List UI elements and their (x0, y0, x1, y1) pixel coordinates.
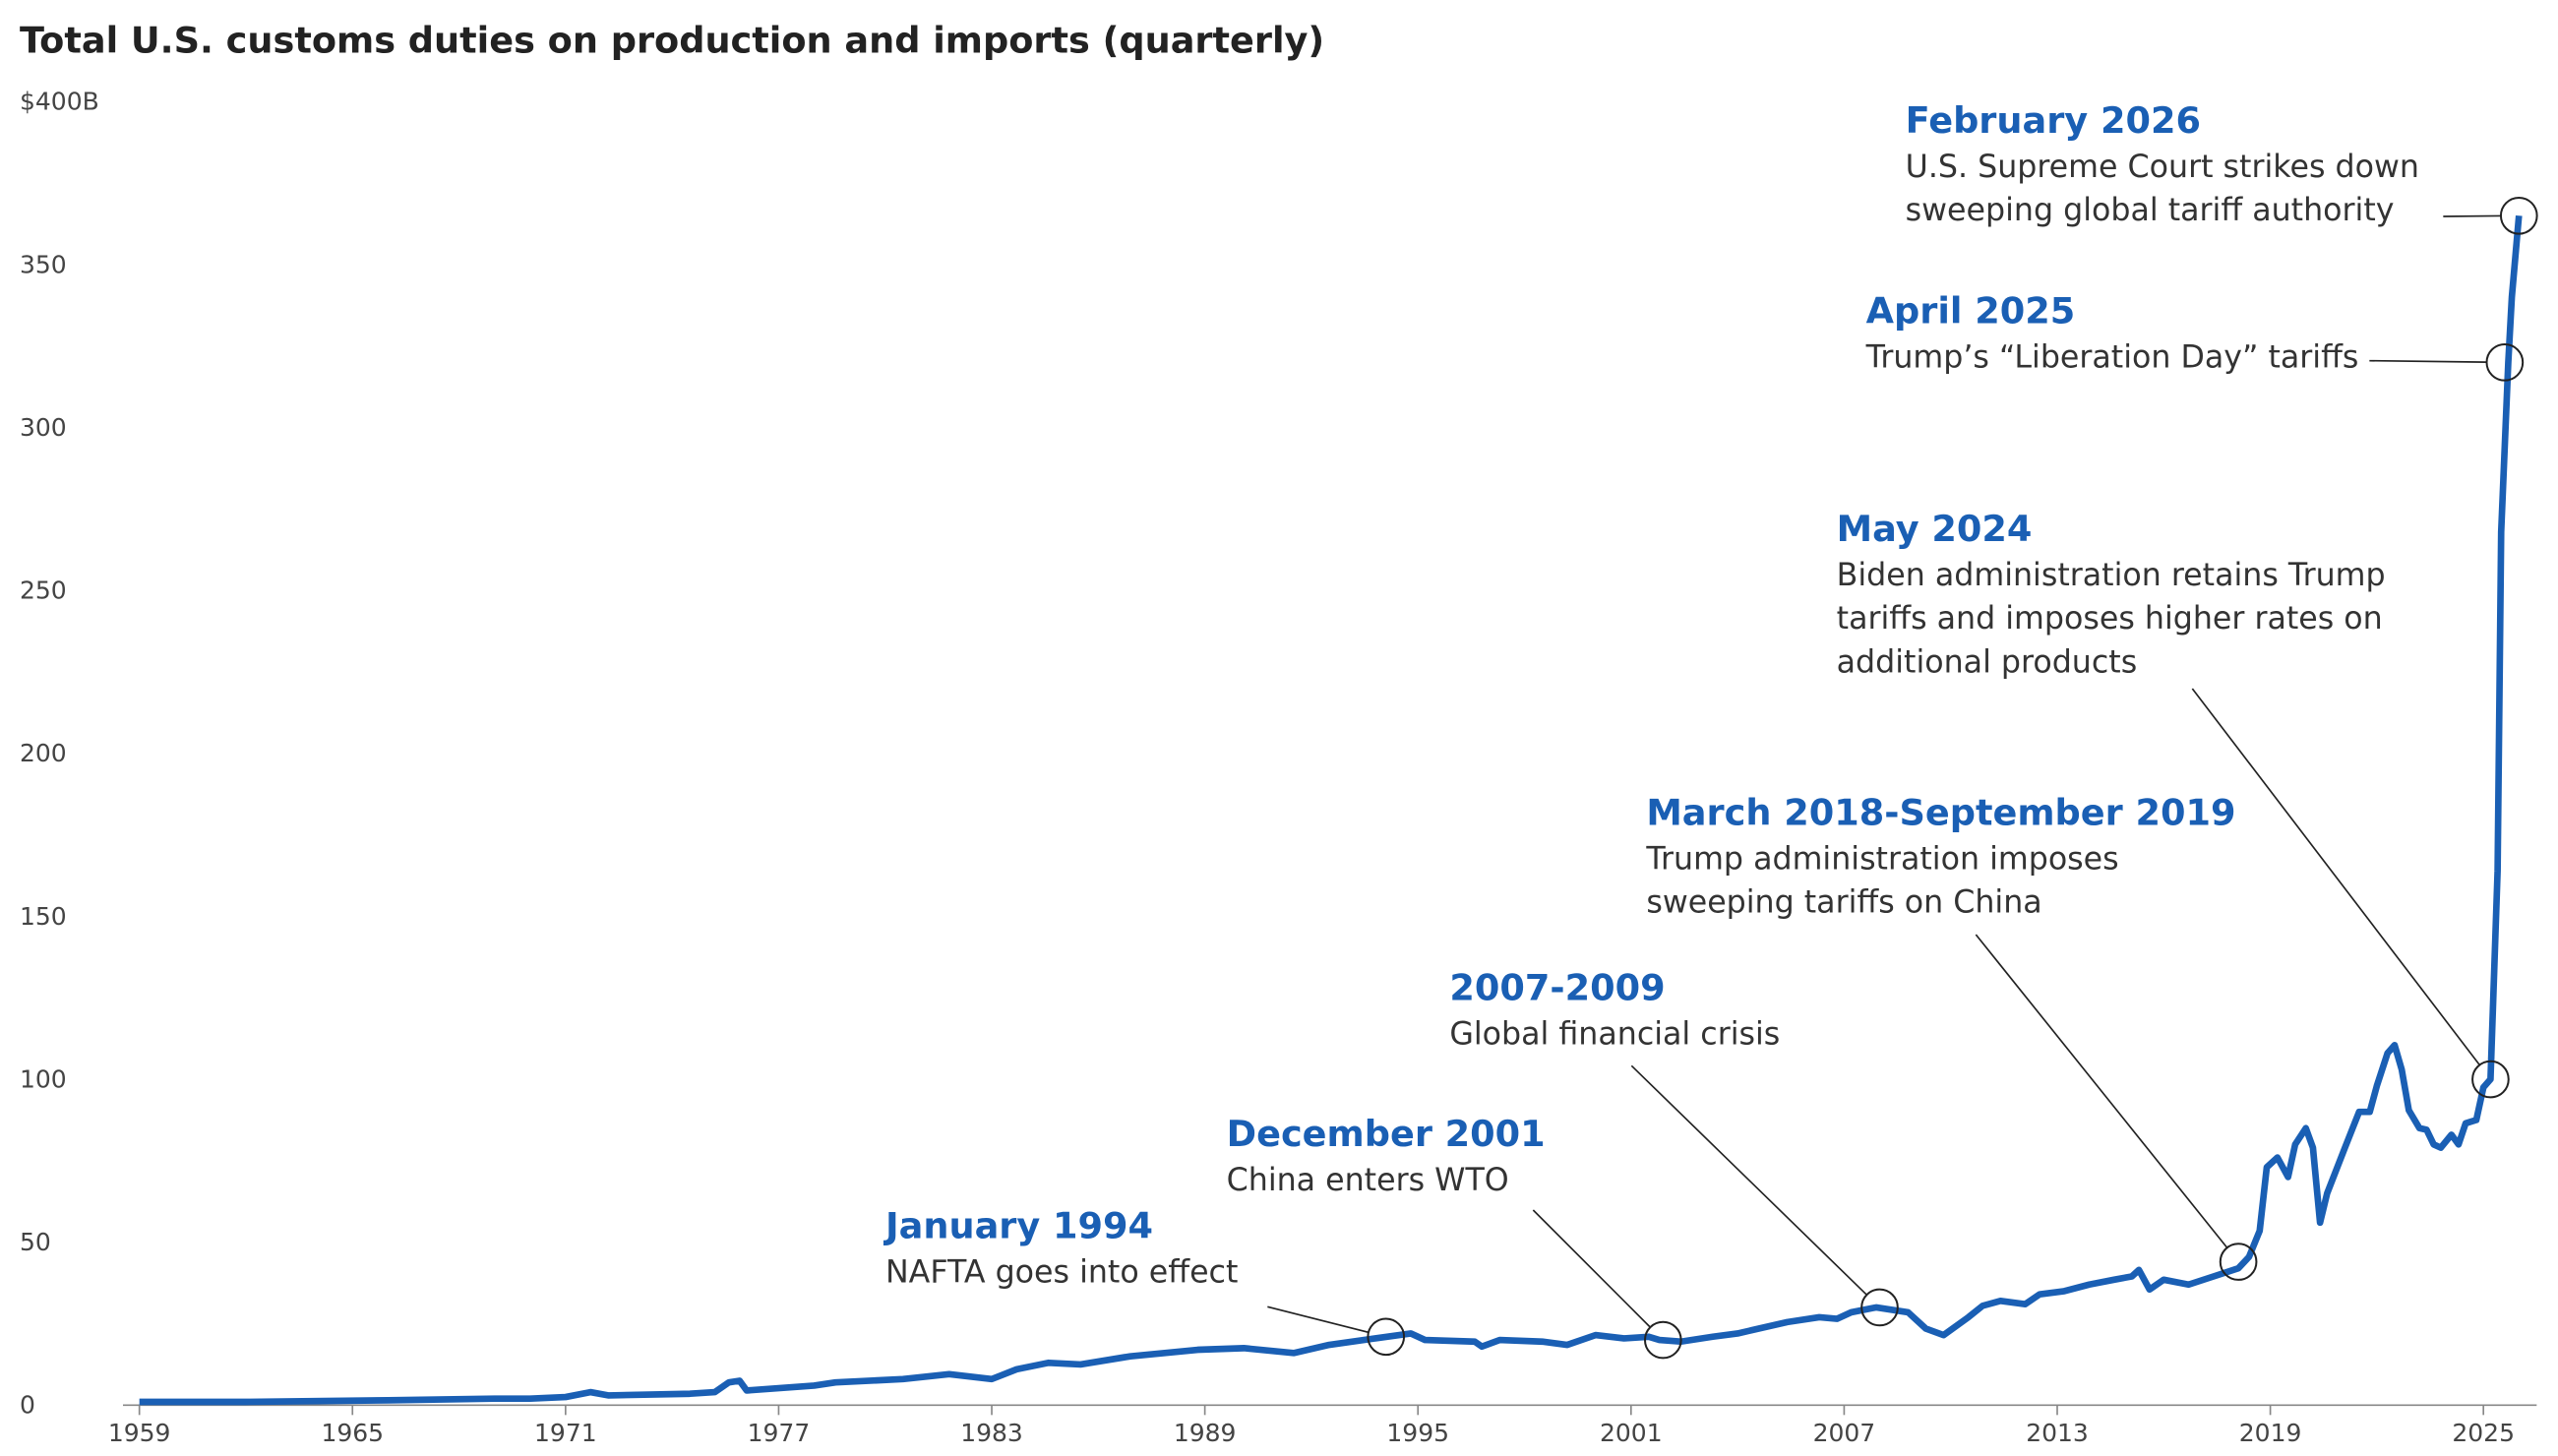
annotation-text: NAFTA goes into effect (885, 1254, 1238, 1290)
annotation-marker (2499, 196, 2538, 235)
annotation-marker (2471, 1060, 2510, 1099)
annotation-title: 2007-2009 (1449, 967, 1665, 1009)
annotation-title: December 2001 (1227, 1113, 1546, 1155)
annotation-text: Global financial crisis (1449, 1017, 1780, 1053)
annotation-text: Biden administration retains Trump (1837, 558, 2386, 593)
x-tick-label: 1989 (1174, 1419, 1237, 1447)
y-tick-label: 150 (20, 902, 67, 931)
y-tick-label: 50 (20, 1228, 51, 1256)
x-tick-label: 1995 (1386, 1419, 1449, 1447)
leader-line (1630, 1064, 1867, 1296)
x-tick-label: 2025 (2452, 1419, 2515, 1447)
x-tick-label: 1971 (534, 1419, 597, 1447)
x-tick-label: 1977 (748, 1419, 811, 1447)
annotation-marker (1643, 1320, 1682, 1360)
leader-line (1267, 1305, 1370, 1334)
annotation-text: tariffs and imposes higher rates on (1837, 601, 2383, 637)
annotation-title: February 2026 (1906, 99, 2201, 142)
x-tick-label: 2007 (1813, 1419, 1876, 1447)
annotation-title: May 2024 (1837, 508, 2033, 550)
x-tick-label: 2001 (1600, 1419, 1663, 1447)
x-tick-label: 1965 (321, 1419, 384, 1447)
annotation-title: March 2018-September 2019 (1646, 791, 2235, 833)
x-tick-label: 1983 (960, 1419, 1023, 1447)
annotation-marker (2485, 343, 2525, 382)
leader-line (1975, 934, 2228, 1248)
y-tick-label: 300 (20, 413, 67, 442)
annotation-text: sweeping tariffs on China (1646, 885, 2041, 921)
annotation-text: China enters WTO (1227, 1163, 1509, 1198)
y-tick-label: 0 (20, 1391, 35, 1420)
y-tick-label: 250 (20, 576, 67, 605)
x-tick-label: 2019 (2239, 1419, 2302, 1447)
leader-line (2369, 359, 2487, 363)
leader-line (1532, 1209, 1651, 1328)
leader-line (2443, 214, 2501, 217)
annotation-text: sweeping global tariff authority (1906, 193, 2395, 228)
leader-line (2191, 688, 2480, 1066)
annotation-text: Trump administration imposes (1645, 841, 2118, 877)
annotation-text: U.S. Supreme Court strikes down (1906, 150, 2419, 185)
annotation-title: April 2025 (1866, 289, 2076, 332)
annotation-text: Trump’s “Liberation Day” tariffs (1865, 339, 2359, 375)
annotation-marker (1367, 1317, 1406, 1357)
chart-title: Total U.S. customs duties on production … (20, 19, 1324, 61)
x-tick-label: 1959 (108, 1419, 171, 1447)
y-tick-label: 100 (20, 1064, 67, 1093)
y-tick-label: 350 (20, 250, 67, 278)
y-tick-label: 200 (20, 739, 67, 767)
data-line (139, 214, 2523, 1406)
annotation-marker (2219, 1243, 2258, 1281)
annotation-marker (1860, 1288, 1899, 1327)
y-tick-label: $400B (20, 88, 99, 116)
annotation-title: January 1994 (883, 1204, 1153, 1246)
annotation-text: additional products (1837, 644, 2138, 680)
x-tick-label: 2013 (2026, 1419, 2089, 1447)
